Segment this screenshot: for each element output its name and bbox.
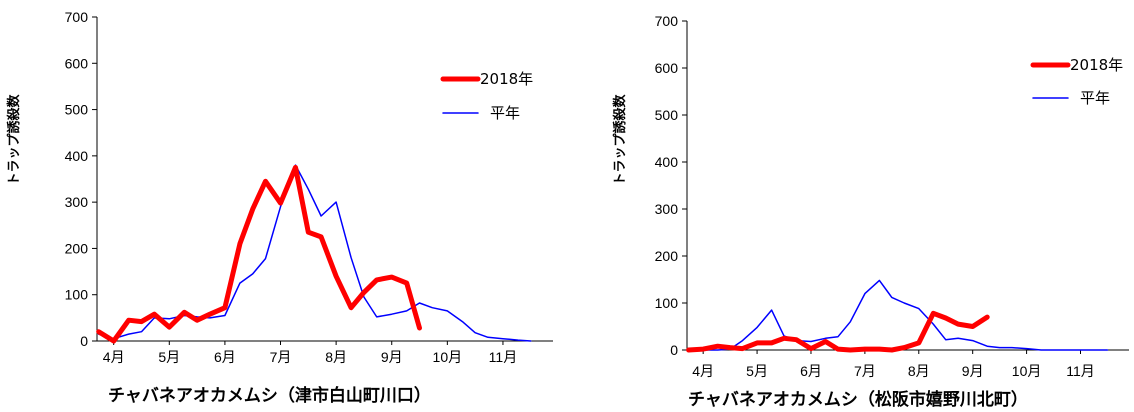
y-axis-label: トラップ誘殺数 <box>6 94 22 186</box>
x-tick-label: 10月 <box>1012 363 1042 379</box>
chart-2: 0 100 200 300 400 500 600 700 4月 5月 6月 7月 8月 9月 10月 11月… <box>612 13 1129 410</box>
x-tick-label: 7月 <box>854 363 876 379</box>
x-tick-label: 10月 <box>433 349 463 365</box>
y-tick-label: 400 <box>655 154 679 170</box>
chart-caption: チャバネアオカメムシ（松阪市嬉野川北町） <box>688 389 1028 410</box>
legend-label: 2018年 <box>480 70 533 88</box>
y-tick-label: 300 <box>65 194 89 210</box>
y-tick-label: 500 <box>65 102 89 118</box>
y-tick-label: 400 <box>65 148 89 164</box>
x-tick-label: 5月 <box>746 363 768 379</box>
y-tick-label: 700 <box>65 9 89 25</box>
x-tick-label: 8月 <box>908 363 930 379</box>
y-tick-label: 600 <box>65 55 89 71</box>
y-tick-label: 300 <box>655 201 679 217</box>
y-tick-label: 0 <box>80 333 88 349</box>
legend-label: 平年 <box>490 104 520 122</box>
x-tick-label: 11月 <box>489 349 518 365</box>
x-tick-label: 5月 <box>158 349 180 365</box>
x-tick-label: 11月 <box>1066 363 1095 379</box>
series-line-heinen <box>687 279 1109 351</box>
x-tick-label: 9月 <box>962 363 984 379</box>
series-line-2018 <box>96 164 422 344</box>
y-tick-label: 0 <box>670 342 678 358</box>
x-tick-label: 6月 <box>800 363 822 379</box>
y-tick-label: 600 <box>655 60 679 76</box>
x-tick-label: 9月 <box>381 349 403 365</box>
chart-caption: チャバネアオカメムシ（津市白山町川口） <box>108 385 431 406</box>
y-tick-label: 200 <box>655 248 679 264</box>
legend-label: 2018年 <box>1070 56 1123 74</box>
y-tick-label: 100 <box>65 287 89 303</box>
x-tick-label: 7月 <box>270 349 292 365</box>
y-tick-label: 500 <box>655 107 679 123</box>
y-tick-label: 100 <box>655 295 679 311</box>
series-line-heinen <box>97 164 532 342</box>
y-axis-label: トラップ誘殺数 <box>612 94 628 186</box>
legend-label: 平年 <box>1080 89 1110 107</box>
y-tick-label: 200 <box>65 240 89 256</box>
series-line-2018 <box>686 310 990 353</box>
x-tick-label: 8月 <box>325 349 347 365</box>
x-tick-label: 4月 <box>692 363 714 379</box>
y-tick-label: 700 <box>655 13 679 29</box>
x-tick-label: 6月 <box>214 349 236 365</box>
x-tick-label: 4月 <box>103 349 125 365</box>
chart-1: 0 100 200 300 400 500 600 700 4月 5月 6月 7月 8月 9月 10月 11月… <box>6 9 553 406</box>
